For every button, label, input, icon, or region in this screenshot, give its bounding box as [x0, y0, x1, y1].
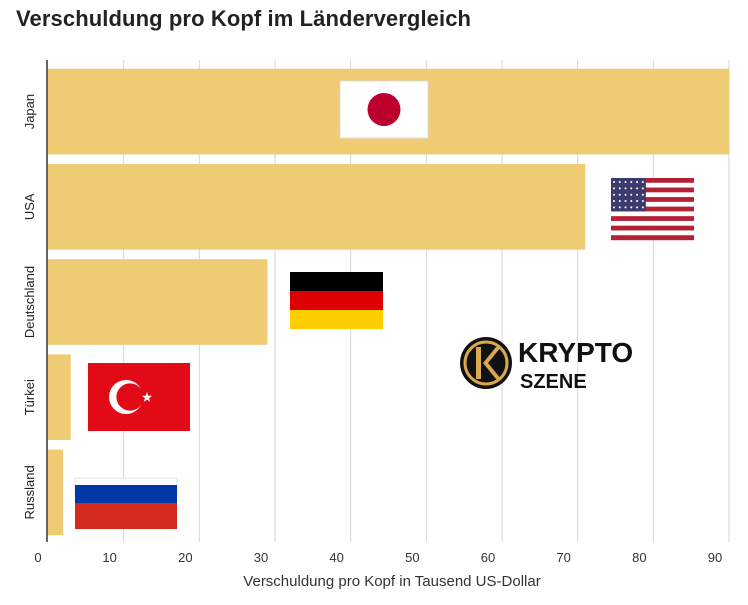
russia-flag-icon [74, 477, 178, 529]
turkey-flag-icon [88, 363, 190, 431]
logo-line2: SZENE [520, 371, 587, 393]
x-tick-label: 30 [254, 550, 268, 565]
x-tick-label: 0 [34, 550, 41, 565]
bar-deutschland [48, 259, 268, 345]
category-labels: Japan USA Deutschland Türkei Russland [22, 94, 37, 520]
x-tick-label: 50 [405, 550, 419, 565]
x-tick-label: 60 [481, 550, 495, 565]
x-tick-label: 90 [708, 550, 722, 565]
bar-usa [48, 163, 586, 250]
bars [48, 68, 729, 536]
category-label: USA [22, 193, 37, 220]
krypto-szene-logo: KRYPTO SZENE [460, 337, 633, 393]
japan-flag-icon [339, 80, 429, 139]
category-label: Deutschland [22, 266, 37, 338]
chart-title: Verschuldung pro Kopf im Ländervergleich [16, 6, 472, 31]
logo-line1: KRYPTO [518, 337, 633, 368]
bar-russland [48, 449, 64, 536]
x-tick-label: 70 [556, 550, 570, 565]
bar-türkei [48, 354, 71, 441]
x-tick-label: 40 [329, 550, 343, 565]
x-tick-labels: 0 10 20 30 40 50 60 70 80 90 [34, 550, 722, 565]
x-axis-title: Verschuldung pro Kopf in Tausend US-Doll… [243, 573, 540, 590]
usa-flag-icon [611, 178, 694, 241]
germany-flag-icon [290, 272, 383, 329]
x-tick-label: 10 [102, 550, 116, 565]
x-tick-label: 80 [632, 550, 646, 565]
category-label: Russland [22, 465, 37, 519]
x-tick-label: 20 [178, 550, 192, 565]
category-label: Türkei [22, 379, 37, 415]
category-label: Japan [22, 94, 37, 129]
